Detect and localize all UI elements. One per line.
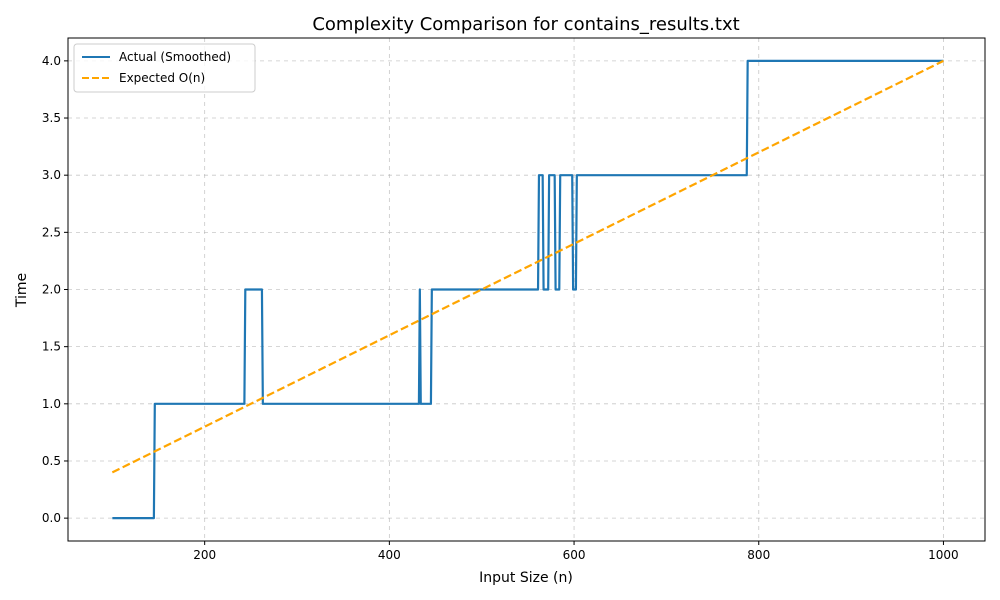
series-line-expected (111, 59, 944, 474)
y-tick-label: 1.0 (42, 397, 61, 411)
series-line-actual (112, 59, 944, 520)
y-tick-label: 3.0 (42, 168, 61, 182)
x-tick-label: 200 (193, 548, 216, 562)
y-tick-label: 3.5 (42, 111, 61, 125)
y-tick-label: 4.0 (42, 54, 61, 68)
series-layer (111, 59, 944, 520)
x-tick-label: 800 (747, 548, 770, 562)
legend-box (73, 43, 256, 93)
y-tick-label: 1.5 (42, 340, 61, 354)
x-tick-label: 1000 (928, 548, 959, 562)
x-axis-label: Input Size (n) (479, 570, 573, 586)
y-axis-label: Time (14, 273, 30, 308)
legend-label-expected: Expected O(n) (119, 71, 205, 85)
y-tick-label: 0.0 (42, 511, 61, 525)
y-tick-label: 2.0 (42, 283, 61, 297)
y-tick-label: 2.5 (42, 225, 61, 239)
x-tick-label: 600 (563, 548, 586, 562)
y-tick-label: 0.5 (42, 454, 61, 468)
legend: Actual (Smoothed) Expected O(n) (73, 43, 256, 93)
ticks: 200 400 600 800 1000 0.0 0.5 1.0 1.5 2.0 2.5 3.0 3.5… (42, 54, 959, 562)
x-tick-label: 400 (378, 548, 401, 562)
chart-title: Complexity Comparison for contains_resul… (312, 14, 739, 35)
legend-label-actual: Actual (Smoothed) (119, 50, 231, 64)
